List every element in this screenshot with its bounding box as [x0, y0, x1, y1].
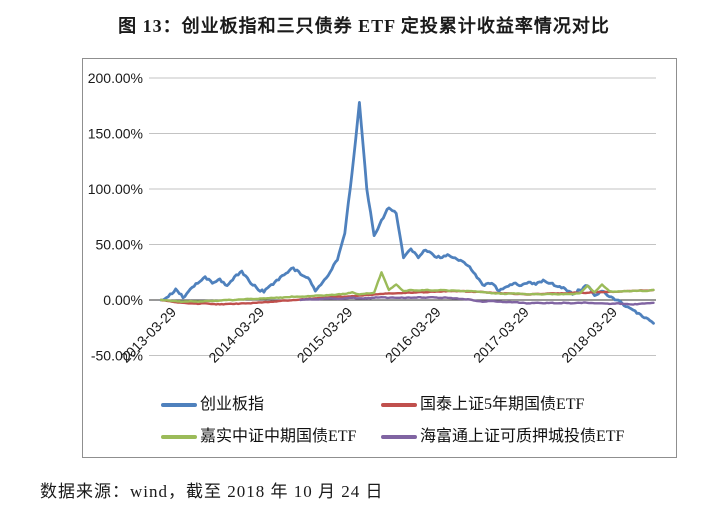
x-tick-label: 2013-03-29: [117, 304, 179, 366]
y-tick-label: 150.00%: [88, 126, 143, 142]
x-tick-label: 2018-03-29: [558, 304, 620, 366]
legend-line-swatch: [161, 403, 197, 407]
legend-item-guotai-bond-etf: 国泰上证5年期国债ETF: [381, 396, 584, 414]
legend-item-harvest-bond-etf: 嘉实中证中期国债ETF: [161, 428, 356, 446]
series-line-4: [299, 296, 655, 306]
y-tick-label: -50.00%: [91, 348, 143, 364]
legend-line-swatch: [381, 435, 417, 439]
legend-item-hftfund-bond-etf: 海富通上证可质押城投债ETF: [381, 428, 624, 446]
series-line-3: [159, 271, 655, 303]
source-note: 数据来源：wind，截至 2018 年 10 月 24 日: [40, 482, 384, 501]
source-note-row: 数据来源：wind，截至 2018 年 10 月 24 日: [40, 477, 384, 502]
plot-area: 200.00%150.00%100.00%50.00%0.00%-50.00%2…: [88, 70, 656, 366]
legend-label: 海富通上证可质押城投债ETF: [420, 428, 625, 445]
legend-label: 创业板指: [200, 396, 265, 413]
legend-line-swatch: [161, 435, 197, 439]
x-tick-label: 2014-03-29: [205, 304, 267, 366]
legend-label: 国泰上证5年期国债ETF: [420, 396, 585, 413]
chart-area: 200.00% 150.00% 100.00% 50.00% 0.00% -50.00% 2…: [82, 58, 677, 458]
legend-line-swatch: [381, 403, 417, 407]
y-tick-label: 200.00%: [88, 70, 143, 86]
y-tick-label: 0.00%: [103, 292, 143, 308]
x-tick-label: 2017-03-29: [470, 304, 532, 366]
x-tick-label: 2016-03-29: [382, 304, 444, 366]
figure-title-row: 图 13：创业板指和三只债券 ETF 定投累计收益率情况对比: [0, 12, 728, 38]
x-tick-label: 2015-03-29: [294, 304, 356, 366]
legend-item-chinext: 创业板指: [161, 396, 264, 414]
figure-title: 图 13：创业板指和三只债券 ETF 定投累计收益率情况对比: [118, 16, 610, 36]
y-tick-label: 50.00%: [96, 237, 143, 253]
legend-label: 嘉实中证中期国债ETF: [200, 428, 357, 445]
y-tick-label: 100.00%: [88, 181, 143, 197]
